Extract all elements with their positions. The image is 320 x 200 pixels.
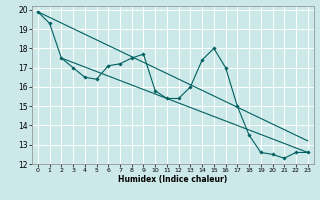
X-axis label: Humidex (Indice chaleur): Humidex (Indice chaleur) [118,175,228,184]
